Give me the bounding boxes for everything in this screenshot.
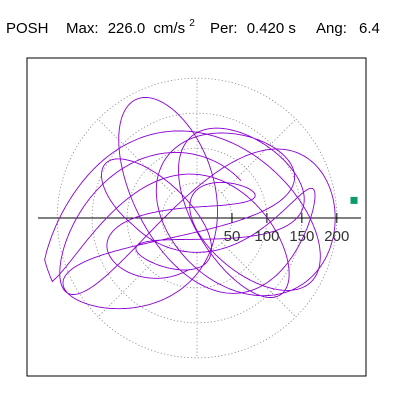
plot-frame bbox=[26, 57, 367, 377]
max-unit-exponent: 2 bbox=[189, 18, 195, 29]
grid-spoke-225 bbox=[97, 242, 173, 318]
tick-label-50: 50 bbox=[224, 228, 241, 245]
tick-label-200: 200 bbox=[324, 228, 349, 245]
max-marker bbox=[350, 196, 358, 204]
ang-label: Ang: bbox=[316, 20, 347, 37]
radial-tick-labels: 50 100 150 200 bbox=[224, 228, 350, 245]
max-marker-group bbox=[350, 196, 358, 204]
header-line: POSH Max: 226.0 cm/s 2 Per: 0.420 s Ang:… bbox=[6, 13, 380, 37]
per-value: 0.420 s bbox=[247, 20, 296, 37]
tick-label-100: 100 bbox=[254, 228, 279, 245]
max-unit: cm/s bbox=[153, 20, 185, 37]
grid-spoke-45 bbox=[221, 118, 297, 194]
trace-path bbox=[44, 97, 336, 310]
radial-axis bbox=[38, 213, 361, 223]
per-label: Per: bbox=[210, 20, 238, 37]
station-name: POSH bbox=[6, 20, 49, 37]
grid-spoke-315 bbox=[221, 242, 297, 318]
response-trace bbox=[44, 97, 336, 310]
grid-spoke-135 bbox=[97, 118, 173, 194]
polar-grid-spokes bbox=[97, 78, 297, 358]
ang-value: 6.4 bbox=[359, 20, 380, 37]
tick-label-150: 150 bbox=[289, 228, 314, 245]
max-label: Max: bbox=[66, 20, 99, 37]
max-value: 226.0 bbox=[108, 20, 146, 37]
